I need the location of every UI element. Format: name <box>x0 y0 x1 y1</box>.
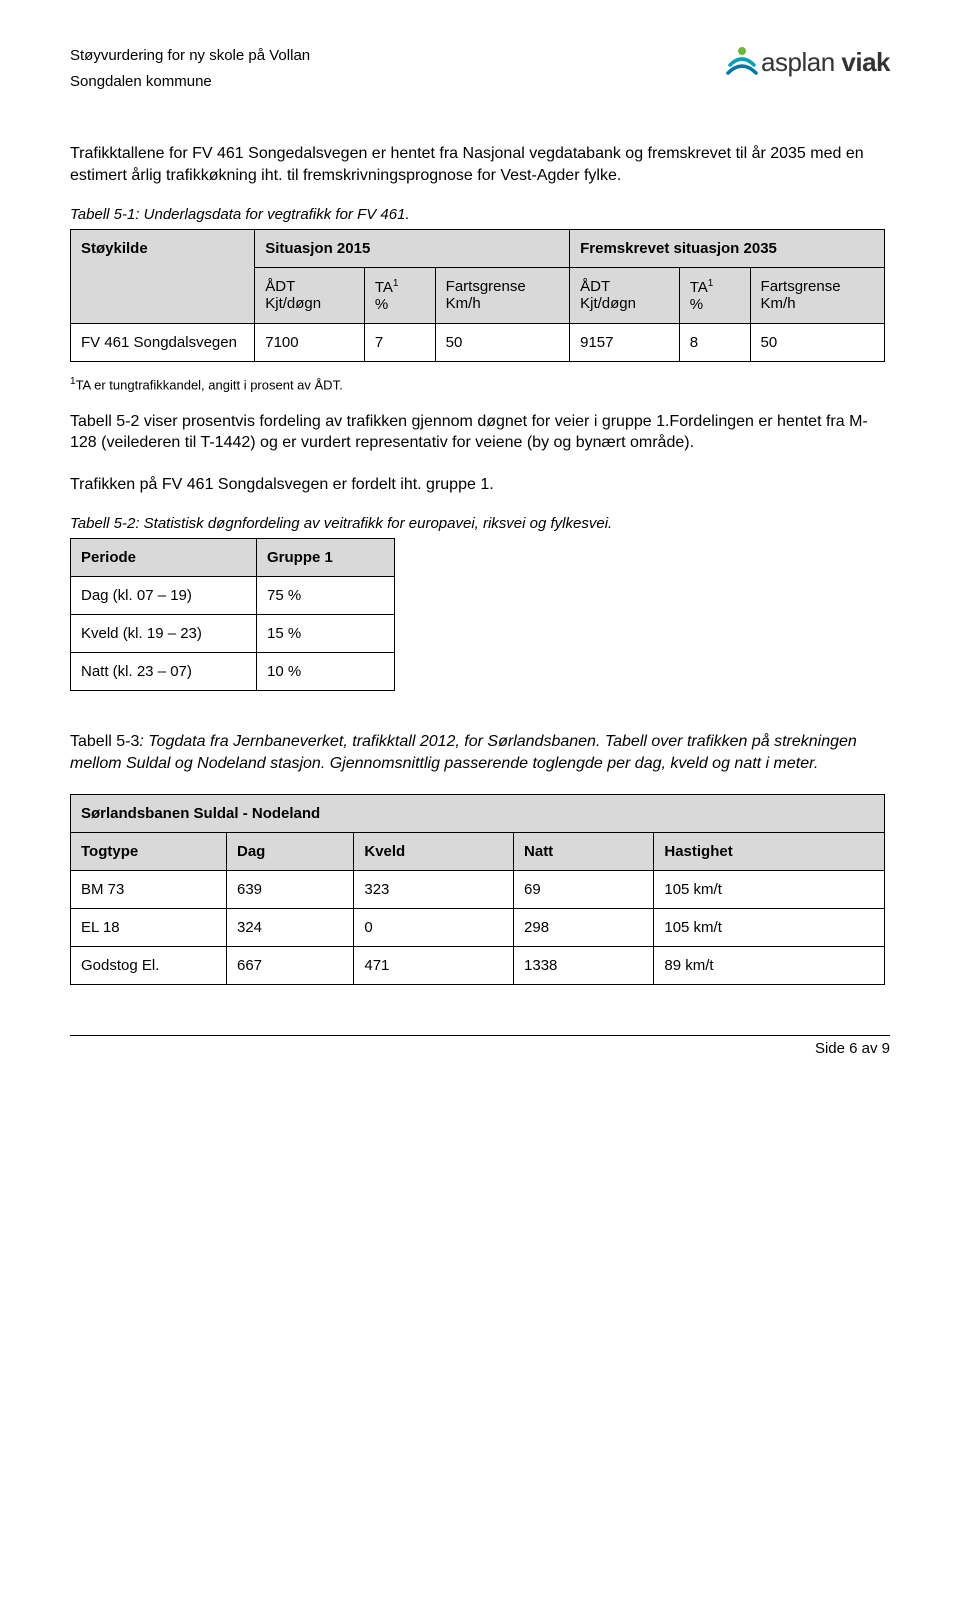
t51-c2: TA1% <box>364 268 435 324</box>
table-row: Dag (kl. 07 – 19)75 % <box>71 577 395 615</box>
t52-h1: Periode <box>71 539 257 577</box>
t51-h-2035: Fremskrevet situasjon 2035 <box>570 230 885 268</box>
header-line-2: Songdalen kommune <box>70 71 310 94</box>
table-5-3: Sørlandsbanen Suldal - Nodeland Togtype … <box>70 794 885 985</box>
t53-h2: Dag <box>227 833 354 871</box>
t53-title: Sørlandsbanen Suldal - Nodeland <box>71 795 885 833</box>
t51-c1: ÅDTKjt/døgn <box>255 268 365 324</box>
footnote-5-1: 1TA er tungtrafikkandel, angitt i prosen… <box>70 376 890 392</box>
t52-h2: Gruppe 1 <box>257 539 395 577</box>
logo: asplan viak <box>725 45 890 79</box>
table-5-1: Støykilde Situasjon 2015 Fremskrevet sit… <box>70 229 885 362</box>
page-header: Støyvurdering for ny skole på Vollan Son… <box>70 45 890 93</box>
header-title-block: Støyvurdering for ny skole på Vollan Son… <box>70 45 310 93</box>
table-row: EL 183240298105 km/t <box>71 909 885 947</box>
paragraph-1: Trafikktallene for FV 461 Songedalsvegen… <box>70 143 890 186</box>
table-row: Godstog El.667471133889 km/t <box>71 947 885 985</box>
t53-h3: Kveld <box>354 833 514 871</box>
paragraph-2: Tabell 5-2 viser prosentvis fordeling av… <box>70 411 890 454</box>
paragraph-3: Trafikken på FV 461 Songdalsvegen er for… <box>70 474 890 496</box>
logo-icon <box>725 45 759 79</box>
table-row: FV 461 Songdalsvegen 7100 7 50 9157 8 50 <box>71 324 885 362</box>
logo-text: asplan viak <box>761 47 890 78</box>
header-line-1: Støyvurdering for ny skole på Vollan <box>70 45 310 68</box>
t51-h-2015: Situasjon 2015 <box>255 230 570 268</box>
t51-c6: FartsgrenseKm/h <box>750 268 884 324</box>
caption-5-1: Tabell 5-1: Underlagsdata for vegtrafikk… <box>70 206 890 223</box>
table-row: Kveld (kl. 19 – 23)15 % <box>71 615 395 653</box>
table-5-2: Periode Gruppe 1 Dag (kl. 07 – 19)75 % K… <box>70 538 395 691</box>
t51-c3: FartsgrenseKm/h <box>435 268 569 324</box>
t53-h5: Hastighet <box>654 833 885 871</box>
page-footer: Side 6 av 9 <box>70 1040 890 1057</box>
table-row: Natt (kl. 23 – 07)10 % <box>71 653 395 691</box>
t51-c4: ÅDTKjt/døgn <box>570 268 680 324</box>
footer-rule <box>70 1035 890 1036</box>
t53-h1: Togtype <box>71 833 227 871</box>
t51-c5: TA1% <box>679 268 750 324</box>
table-row: BM 7363932369105 km/t <box>71 871 885 909</box>
caption-5-3: Tabell 5-3: Togdata fra Jernbaneverket, … <box>70 731 890 774</box>
t53-h4: Natt <box>514 833 654 871</box>
t51-h-stoy: Støykilde <box>71 230 255 324</box>
caption-5-2: Tabell 5-2: Statistisk døgnfordeling av … <box>70 515 890 532</box>
